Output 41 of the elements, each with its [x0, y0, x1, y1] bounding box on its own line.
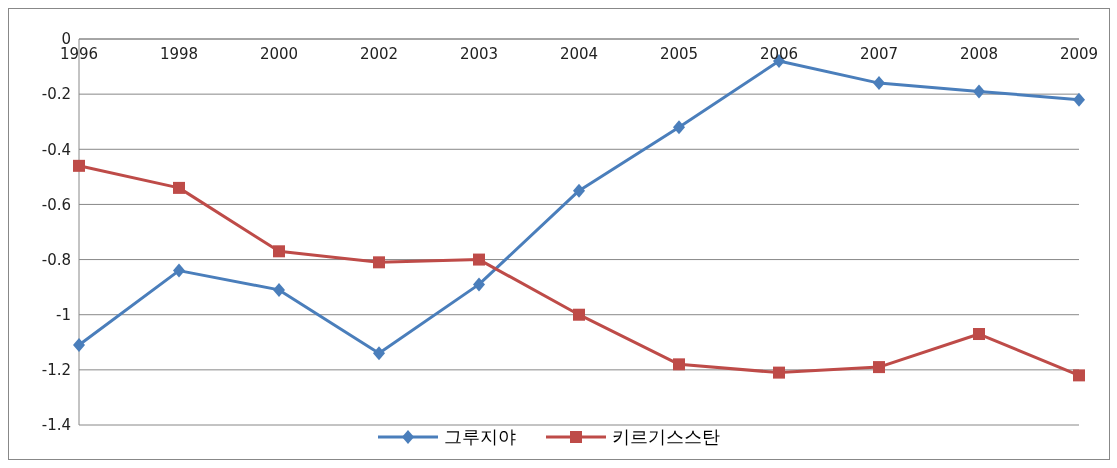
- legend-label: 그루지야: [444, 425, 516, 449]
- point: [1073, 369, 1085, 382]
- x-tick-label: 2008: [959, 45, 999, 63]
- x-tick-label: 1996: [59, 45, 99, 63]
- point: [773, 366, 785, 379]
- point: [273, 282, 285, 297]
- y-tick-label: -0.8: [41, 250, 71, 269]
- x-tick-label: 2007: [859, 45, 899, 63]
- point: [673, 358, 685, 371]
- point: [1073, 92, 1085, 107]
- point: [73, 338, 85, 353]
- point: [173, 263, 185, 278]
- point: [873, 361, 885, 374]
- point: [673, 120, 685, 135]
- legend-label: 키르기스스탄: [612, 425, 720, 449]
- x-tick-label: 2004: [559, 45, 599, 63]
- x-tick-label: 2000: [259, 45, 299, 63]
- y-tick-label: -1: [56, 306, 71, 325]
- point: [573, 183, 585, 198]
- point: [273, 245, 285, 258]
- point: [473, 253, 485, 266]
- y-tick-label: -1.4: [41, 416, 71, 435]
- point: [73, 159, 85, 172]
- x-tick-label: 2005: [659, 45, 699, 63]
- x-tick-label: 1998: [159, 45, 199, 63]
- x-tick-label: 2009: [1059, 45, 1099, 63]
- x-tick-label: 2006: [759, 45, 799, 63]
- point: [973, 84, 985, 99]
- y-tick-label: -0.6: [41, 195, 71, 214]
- y-tick-label: -1.2: [41, 361, 71, 380]
- point: [173, 181, 185, 194]
- point: [973, 328, 985, 341]
- point: [373, 256, 385, 269]
- point: [873, 76, 885, 91]
- point: [473, 277, 485, 292]
- point: [373, 346, 385, 361]
- y-tick-label: -0.2: [41, 85, 71, 104]
- y-tick-label: -0.4: [41, 140, 71, 159]
- x-tick-label: 2003: [459, 45, 499, 63]
- x-tick-label: 2002: [359, 45, 399, 63]
- point: [573, 308, 585, 321]
